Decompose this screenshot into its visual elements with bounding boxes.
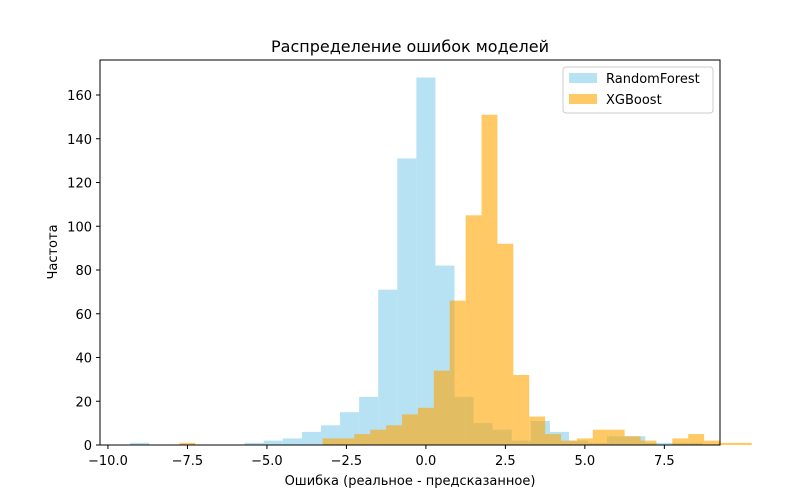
legend-swatch-randomforest <box>569 73 597 83</box>
bar-xgboost <box>545 434 562 445</box>
bar-xgboost <box>481 114 498 445</box>
y-tick-label: 20 <box>75 395 92 410</box>
bar-xgboost <box>433 370 450 445</box>
x-tick-label: 0.0 <box>416 454 437 469</box>
legend-label-randomforest: RandomForest <box>606 72 700 87</box>
y-axis: 0 20 40 60 80 100 120 140 160 <box>67 89 100 454</box>
y-tick-label: 140 <box>67 133 92 148</box>
bar-xgboost <box>608 429 625 445</box>
x-tick-label: −10.0 <box>88 454 128 469</box>
bar-xgboost <box>179 442 196 445</box>
bar-xgboost <box>624 436 641 445</box>
bar-xgboost <box>354 434 371 445</box>
y-axis-title: Частота <box>46 224 61 279</box>
chart-title: Распределение ошибок моделей <box>271 37 549 56</box>
y-tick-label: 0 <box>84 439 92 454</box>
bar-xgboost <box>402 414 418 445</box>
bar-xgboost <box>672 438 689 445</box>
legend-label-xgboost: XGBoost <box>606 93 662 108</box>
bar-xgboost <box>561 440 577 445</box>
bar-randomforest <box>244 442 264 445</box>
bar-xgboost <box>370 429 387 445</box>
legend-box <box>562 66 714 114</box>
x-tick-label: 2.5 <box>495 454 516 469</box>
bar-randomforest <box>397 158 417 445</box>
bar-xgboost <box>322 438 339 445</box>
bar-randomforest <box>416 77 436 445</box>
bar-xgboost <box>592 429 609 445</box>
bar-randomforest <box>130 442 150 445</box>
bar-randomforest <box>301 431 321 445</box>
y-tick-label: 100 <box>67 220 92 235</box>
bar-xgboost <box>338 438 355 445</box>
x-axis: −10.0 −7.5 −5.0 −2.5 0.0 2.5 5.0 7.5 <box>88 445 675 469</box>
x-axis-title: Ошибка (реальное - предсказанное) <box>285 474 536 489</box>
bars-layer <box>130 77 752 445</box>
bar-xgboost <box>720 442 736 445</box>
bar-randomforest <box>263 440 283 445</box>
bar-xgboost <box>640 440 657 445</box>
bar-xgboost <box>465 215 482 445</box>
x-tick-label: −2.5 <box>331 454 363 469</box>
bar-xgboost <box>576 438 593 445</box>
bar-xgboost <box>735 442 752 445</box>
x-tick-label: −5.0 <box>251 454 283 469</box>
plot-frame <box>99 59 721 446</box>
bar-xgboost <box>704 440 720 445</box>
y-tick-label: 40 <box>75 352 92 367</box>
bar-xgboost <box>497 243 514 445</box>
legend-swatch-xgboost <box>569 94 597 104</box>
bar-xgboost <box>688 434 705 445</box>
x-tick-label: 7.5 <box>654 454 675 469</box>
bar-randomforest <box>282 438 302 445</box>
bar-xgboost <box>417 407 434 445</box>
y-tick-label: 160 <box>67 89 92 104</box>
x-tick-label: 5.0 <box>575 454 596 469</box>
y-tick-label: 60 <box>75 308 92 323</box>
bar-xgboost <box>529 416 546 445</box>
bar-xgboost <box>386 425 403 445</box>
bar-randomforest <box>378 289 398 445</box>
y-tick-label: 80 <box>75 264 92 279</box>
legend: RandomForest XGBoost <box>562 66 714 114</box>
bar-xgboost <box>449 300 466 445</box>
x-tick-label: −7.5 <box>172 454 204 469</box>
bar-xgboost <box>513 375 530 445</box>
y-tick-label: 120 <box>67 177 92 192</box>
